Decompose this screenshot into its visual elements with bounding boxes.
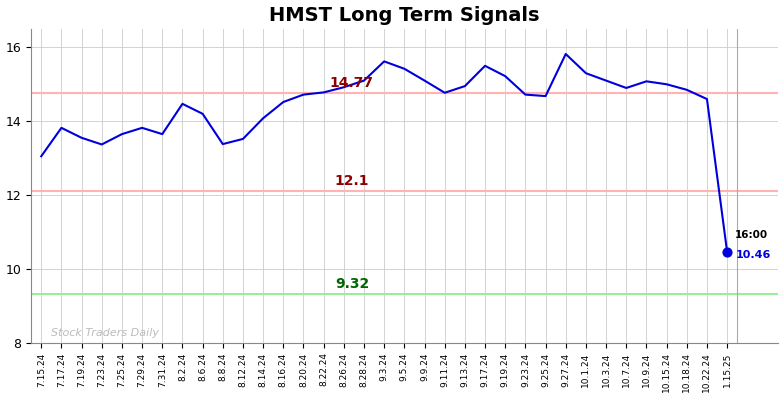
Text: 16:00: 16:00 xyxy=(735,230,768,240)
Text: Stock Traders Daily: Stock Traders Daily xyxy=(51,328,159,338)
Title: HMST Long Term Signals: HMST Long Term Signals xyxy=(269,6,539,25)
Text: 10.46: 10.46 xyxy=(735,250,771,260)
Text: 14.77: 14.77 xyxy=(330,76,374,90)
Text: 9.32: 9.32 xyxy=(335,277,369,291)
Point xyxy=(720,249,733,255)
Text: 12.1: 12.1 xyxy=(335,174,369,188)
